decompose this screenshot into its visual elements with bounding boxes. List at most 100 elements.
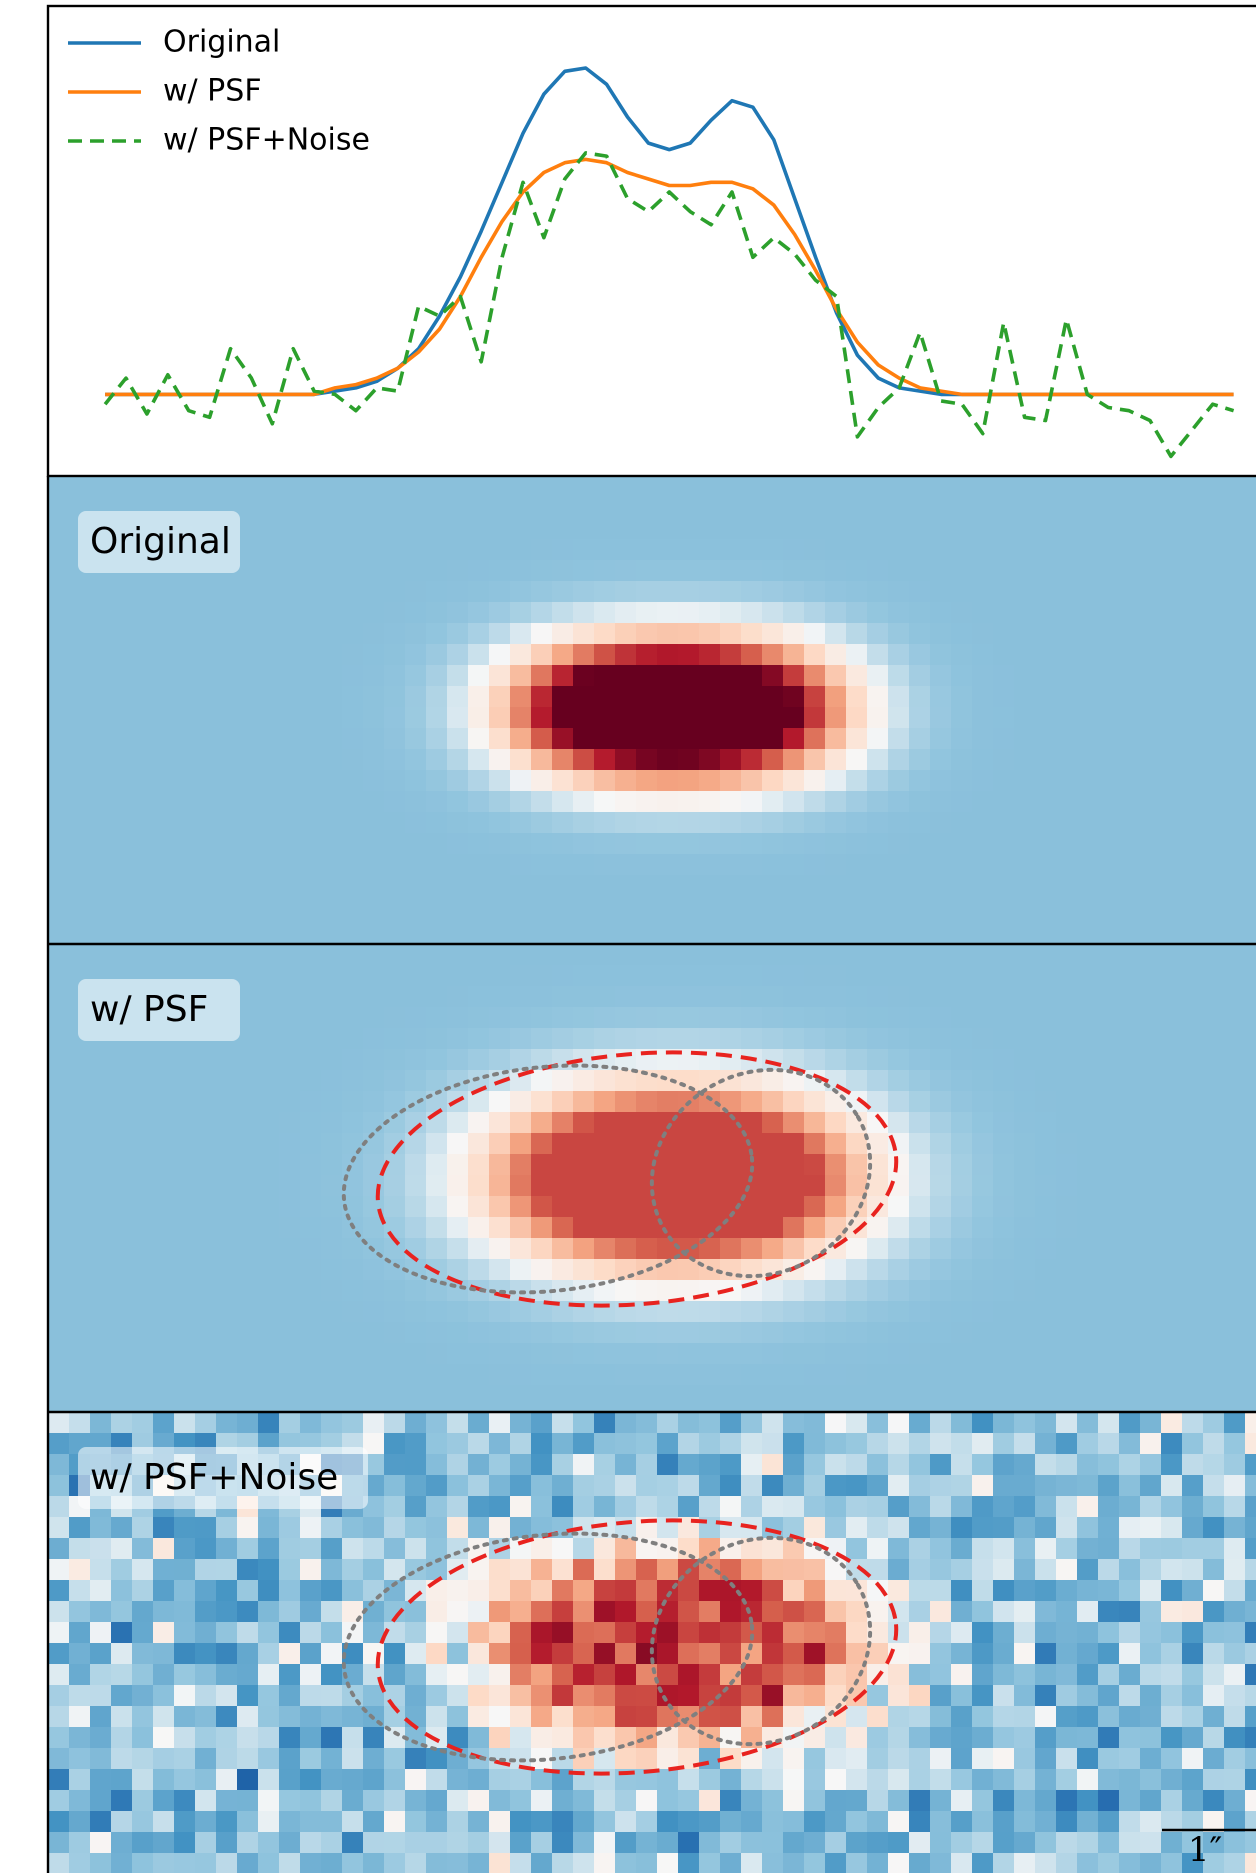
image-pixel	[216, 476, 238, 498]
image-pixel	[426, 1664, 448, 1686]
image-pixel	[573, 1454, 595, 1476]
image-pixel	[69, 623, 91, 645]
image-pixel	[678, 1769, 700, 1791]
image-pixel	[1098, 518, 1120, 540]
image-pixel	[657, 917, 679, 939]
image-pixel	[657, 1748, 679, 1770]
image-pixel	[825, 644, 847, 666]
image-pixel	[1161, 791, 1183, 813]
image-pixel	[783, 1217, 805, 1239]
image-pixel	[342, 917, 364, 939]
image-pixel	[657, 1622, 679, 1644]
image-pixel	[909, 1790, 931, 1812]
image-pixel	[489, 965, 511, 987]
image-pixel	[510, 518, 532, 540]
image-pixel	[1224, 1343, 1246, 1365]
image-pixel	[531, 518, 553, 540]
image-pixel	[594, 539, 616, 561]
image-pixel	[69, 1748, 91, 1770]
image-pixel	[1245, 812, 1256, 834]
image-pixel	[636, 770, 658, 792]
image-pixel	[615, 1727, 637, 1749]
image-pixel	[909, 1601, 931, 1623]
image-pixel	[426, 1217, 448, 1239]
image-pixel	[1182, 623, 1204, 645]
image-pixel	[678, 1706, 700, 1728]
image-pixel	[90, 1091, 112, 1113]
image-pixel	[48, 560, 70, 582]
image-pixel	[321, 1259, 343, 1281]
image-pixel	[1077, 1685, 1099, 1707]
image-pixel	[174, 1343, 196, 1365]
image-pixel	[1014, 1517, 1036, 1539]
image-pixel	[1035, 917, 1057, 939]
image-pixel	[573, 1070, 595, 1092]
image-pixel	[447, 1322, 469, 1344]
image-pixel	[1035, 770, 1057, 792]
image-pixel	[384, 602, 406, 624]
image-pixel	[699, 623, 721, 645]
image-pixel	[468, 1385, 490, 1407]
image-pixel	[699, 1175, 721, 1197]
image-pixel	[867, 770, 889, 792]
image-pixel	[741, 1853, 763, 1873]
image-pixel	[951, 1070, 973, 1092]
image-pixel	[279, 1217, 301, 1239]
image-pixel	[111, 1853, 133, 1873]
image-pixel	[804, 1664, 826, 1686]
image-pixel	[1014, 944, 1036, 966]
image-pixel	[951, 1217, 973, 1239]
image-pixel	[342, 623, 364, 645]
image-pixel	[426, 1433, 448, 1455]
image-pixel	[909, 1664, 931, 1686]
image-pixel	[195, 1364, 217, 1386]
image-pixel	[804, 1322, 826, 1344]
image-pixel	[552, 1727, 574, 1749]
image-pixel	[1098, 854, 1120, 876]
image-pixel	[447, 1028, 469, 1050]
image-pixel	[888, 602, 910, 624]
image-pixel	[552, 833, 574, 855]
image-pixel	[195, 1196, 217, 1218]
image-pixel	[384, 1217, 406, 1239]
image-pixel	[1014, 644, 1036, 666]
image-pixel	[636, 854, 658, 876]
image-pixel	[426, 1517, 448, 1539]
image-pixel	[909, 1706, 931, 1728]
image-pixel	[888, 1301, 910, 1323]
image-pixel	[657, 1454, 679, 1476]
image-pixel	[153, 749, 175, 771]
image-pixel	[174, 944, 196, 966]
image-pixel	[153, 896, 175, 918]
image-pixel	[678, 560, 700, 582]
image-pixel	[594, 497, 616, 519]
image-pixel	[615, 1175, 637, 1197]
image-pixel	[48, 812, 70, 834]
image-pixel	[888, 1748, 910, 1770]
image-pixel	[825, 518, 847, 540]
image-pixel	[132, 1601, 154, 1623]
image-pixel	[594, 560, 616, 582]
image-pixel	[195, 1790, 217, 1812]
image-pixel	[195, 1559, 217, 1581]
image-pixel	[468, 944, 490, 966]
image-pixel	[699, 1769, 721, 1791]
image-pixel	[1203, 602, 1225, 624]
image-pixel	[1035, 476, 1057, 498]
image-pixel	[405, 770, 427, 792]
image-pixel	[426, 1790, 448, 1812]
image-pixel	[1140, 1217, 1162, 1239]
image-pixel	[195, 1538, 217, 1560]
image-pixel	[1119, 1622, 1141, 1644]
image-pixel	[930, 1112, 952, 1134]
image-pixel	[48, 1769, 70, 1791]
image-pixel	[951, 1007, 973, 1029]
image-pixel	[888, 749, 910, 771]
image-pixel	[678, 539, 700, 561]
image-pixel	[237, 854, 259, 876]
image-pixel	[720, 602, 742, 624]
image-pixel	[237, 1133, 259, 1155]
image-pixel	[258, 1517, 280, 1539]
image-pixel	[405, 896, 427, 918]
image-pixel	[384, 1517, 406, 1539]
